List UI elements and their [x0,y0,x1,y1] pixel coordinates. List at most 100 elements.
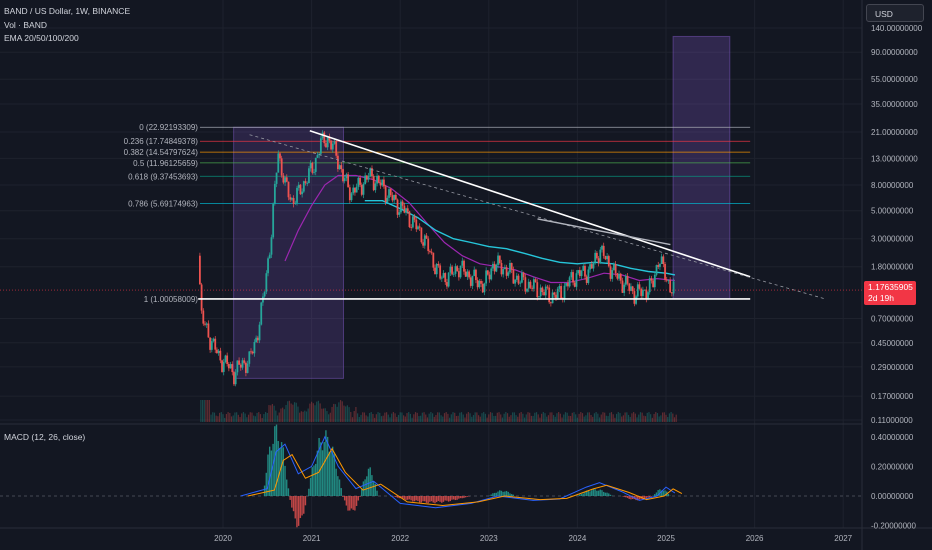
candle-body [488,274,491,280]
volume-bar [379,412,381,422]
candle-body [313,171,315,173]
volume-bar [201,400,204,422]
fib-retracement: 0 (22.92193309) 0.236 (17.74849378) 0.382 … [124,123,751,304]
macd-histogram-bar [342,496,344,497]
macd-histogram-bar [376,490,378,496]
macd-histogram-bar [461,496,463,499]
macd-histogram-bar [505,490,508,496]
volume-bar [658,416,660,422]
volume-bar [220,412,222,422]
candle-body [400,201,402,213]
candle-body [406,208,409,212]
candle-body [567,283,569,287]
candle-body [469,277,472,286]
volume-bar [437,412,439,422]
macd-histogram-bar [597,490,600,496]
volume-bar [580,412,582,422]
candle-body [408,211,411,228]
volume-bar [633,412,635,422]
volume-bar [532,415,534,422]
volume-bar [241,413,243,422]
volume-bar [656,413,659,422]
macd-line [240,435,676,509]
volume-bar [217,416,219,422]
volume-bar [374,417,376,422]
candle-body [217,350,220,354]
price-tick-label: 0.70000000 [871,315,914,324]
candle-body [630,286,632,291]
volume-bar [246,417,248,422]
macd-histogram-bar [637,496,639,501]
volume-bar [576,417,578,422]
candle-body [619,273,622,281]
macd-histogram-bar [412,496,414,502]
candle-body [560,286,563,299]
macd-histogram-bar [657,490,659,496]
candle-body [398,212,401,215]
price-tick-label: 35.00000000 [871,100,918,109]
candle-body [381,179,384,186]
volume-bar [406,413,408,422]
currency-button[interactable]: USD [866,4,924,22]
volume-bar [631,413,633,422]
volume-bar [546,416,548,422]
candle-body [551,292,554,304]
volume-bar [573,412,575,422]
candle-body [650,278,653,281]
volume-bar [416,412,418,422]
candle-body [437,263,440,266]
candle-body [379,182,382,186]
volume-bar [614,417,616,422]
price-axis: 140.00000000 90.00000000 55.00000000 35.000… [871,24,923,425]
candle-body [512,269,515,284]
candle-body [434,267,436,275]
macd-histogram-bar [582,493,584,496]
volume-bar [496,412,498,422]
volume-bar [661,412,664,422]
candle-body [652,280,655,288]
volume-bar [353,411,355,422]
candle-body [556,288,559,299]
candle-body [369,168,372,177]
macd-histogram-bar [454,496,457,501]
candle-body [425,235,428,239]
macd-histogram-bar [429,496,431,502]
macd-histogram-bar [328,451,331,496]
candle-body [626,275,629,284]
volume-bar [227,412,229,422]
price-tick-label: 0.17000000 [871,392,914,401]
macd-histogram-bar [309,477,312,496]
macd-histogram-bar [502,491,504,496]
macd-histogram-bar [499,490,501,496]
volume-bar [501,417,504,422]
candle-body [396,199,399,215]
volume-bar [367,416,369,422]
macd-histogram-bar [292,496,295,512]
volume-bar [506,413,509,422]
volume-bar [348,407,350,422]
candle-body [497,255,499,265]
candle-body [498,255,501,264]
volume-bar [317,400,320,422]
volume-bar [558,412,560,422]
candle-body [316,155,319,158]
candle-body [309,162,312,169]
volume-bar [430,412,432,422]
volume-bar [242,412,245,422]
candle-body [473,269,476,276]
volume-bar [426,417,429,422]
volume-bar [643,415,645,422]
macd-histogram-bar [592,488,595,496]
volume-bar [566,412,568,422]
macd-histogram-bar [405,496,407,501]
candle-body [212,338,215,342]
volume-bar [309,403,311,422]
volume-bar [610,412,613,422]
candle-body [328,136,331,141]
macd-histogram-bar [606,492,608,496]
candle-body [285,177,288,182]
macd-histogram-bar [318,437,320,496]
candle-body [514,279,517,284]
volume-bar [590,415,592,422]
